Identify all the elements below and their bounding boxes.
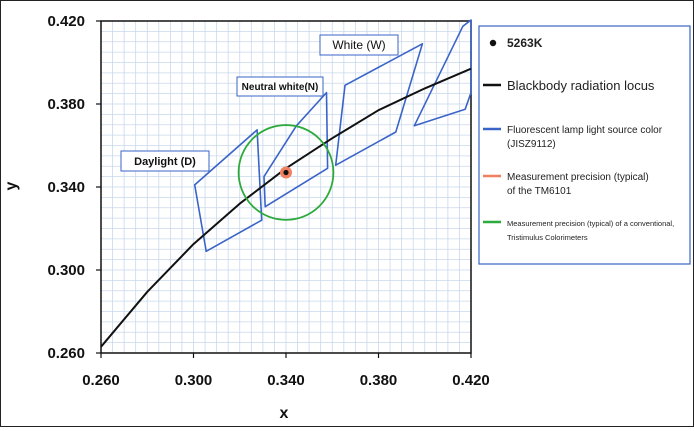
x-tick-label: 0.300 [175,372,213,389]
x-tick-label: 0.340 [267,372,305,389]
legend-label-locus: Blackbody radiation locus [507,78,655,93]
x-axis-label: x [280,405,289,422]
legend: 5263K Blackbody radiation locus Fluoresc… [478,25,691,265]
y-tick-label: 0.380 [47,96,85,113]
y-axis-label: y [3,181,20,190]
y-tick-label: 0.260 [47,345,85,362]
y-tick-labels: 0.260 0.300 0.340 0.380 0.420 [47,13,101,362]
fluorescent-region-2 [334,42,424,166]
legend-label-fluorescent: Fluorescent lamp light source color [507,125,663,136]
legend-label-5263k: 5263K [507,36,543,50]
point-5263k [283,169,289,176]
fluorescent-region-3 [413,19,472,127]
legend-label-conventional-2: Tristimulus Colorimeters [507,233,588,242]
legend-marker-point [489,39,497,47]
x-tick-labels: 0.260 0.300 0.340 0.380 0.420 [82,353,490,389]
region-label-white: White (W) [332,38,385,52]
conventional-precision-circle [237,124,335,221]
legend-label-fluorescent-2: (JISZ9112) [507,139,556,150]
fluorescent-region-0 [193,129,263,253]
x-tick-label: 0.380 [360,372,398,389]
region-label-daylight: Daylight (D) [134,156,196,168]
fluorescent-region-1 [263,91,329,208]
fluorescent-regions [193,19,472,253]
y-tick-label: 0.300 [47,262,85,279]
legend-label-conventional: Measurement precision (typical) of a con… [507,219,674,228]
x-tick-label: 0.420 [452,372,490,389]
x-tick-label: 0.260 [82,372,120,389]
y-tick-label: 0.340 [47,179,85,196]
region-labels: Daylight (D) Neutral white(N) White (W) [120,34,399,172]
grid [101,21,471,353]
region-label-neutral-white: Neutral white(N) [242,82,319,93]
y-tick-label: 0.420 [47,13,85,30]
legend-label-tm6101-2: of the TM6101 [507,186,572,197]
legend-label-tm6101: Measurement precision (typical) [507,172,649,183]
